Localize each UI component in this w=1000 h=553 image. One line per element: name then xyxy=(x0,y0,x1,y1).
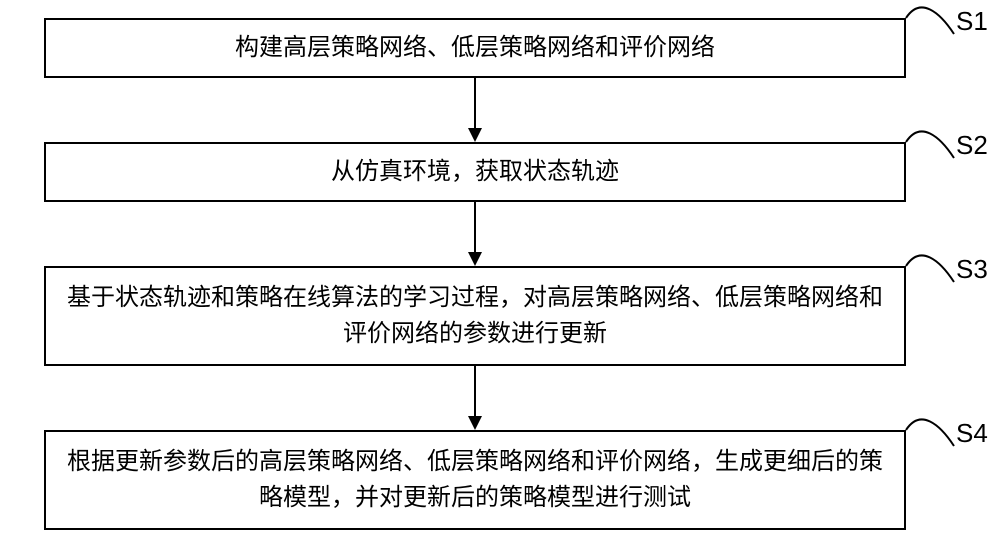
arrow-n3-n4 xyxy=(465,366,485,430)
arrow-n1-n2 xyxy=(465,78,485,142)
flow-node-text: 构建高层策略网络、低层策略网络和评价网络 xyxy=(235,30,715,66)
label-connector-S1 xyxy=(902,0,958,44)
label-connector-S2 xyxy=(902,112,958,168)
flow-node-n4: 根据更新参数后的高层策略网络、低层策略网络和评价网络，生成更细后的策略模型，并对… xyxy=(44,430,906,530)
step-label-S3: S3 xyxy=(956,254,988,285)
flow-node-text: 基于状态轨迹和策略在线算法的学习过程，对高层策略网络、低层策略网络和评价网络的参… xyxy=(58,280,892,352)
flow-node-text: 根据更新参数后的高层策略网络、低层策略网络和评价网络，生成更细后的策略模型，并对… xyxy=(58,444,892,516)
step-label-S4: S4 xyxy=(956,418,988,449)
label-connector-S3 xyxy=(902,236,958,292)
label-connector-S4 xyxy=(902,400,958,456)
arrow-n2-n3 xyxy=(465,202,485,266)
step-label-S2: S2 xyxy=(956,130,988,161)
flow-node-n3: 基于状态轨迹和策略在线算法的学习过程，对高层策略网络、低层策略网络和评价网络的参… xyxy=(44,266,906,366)
flow-node-n1: 构建高层策略网络、低层策略网络和评价网络 xyxy=(44,18,906,78)
flow-node-text: 从仿真环境，获取状态轨迹 xyxy=(331,154,619,190)
step-label-S1: S1 xyxy=(956,6,988,37)
flow-node-n2: 从仿真环境，获取状态轨迹 xyxy=(44,142,906,202)
flowchart-canvas: 构建高层策略网络、低层策略网络和评价网络 S1 从仿真环境，获取状态轨迹 S2 基于状态… xyxy=(0,0,1000,553)
